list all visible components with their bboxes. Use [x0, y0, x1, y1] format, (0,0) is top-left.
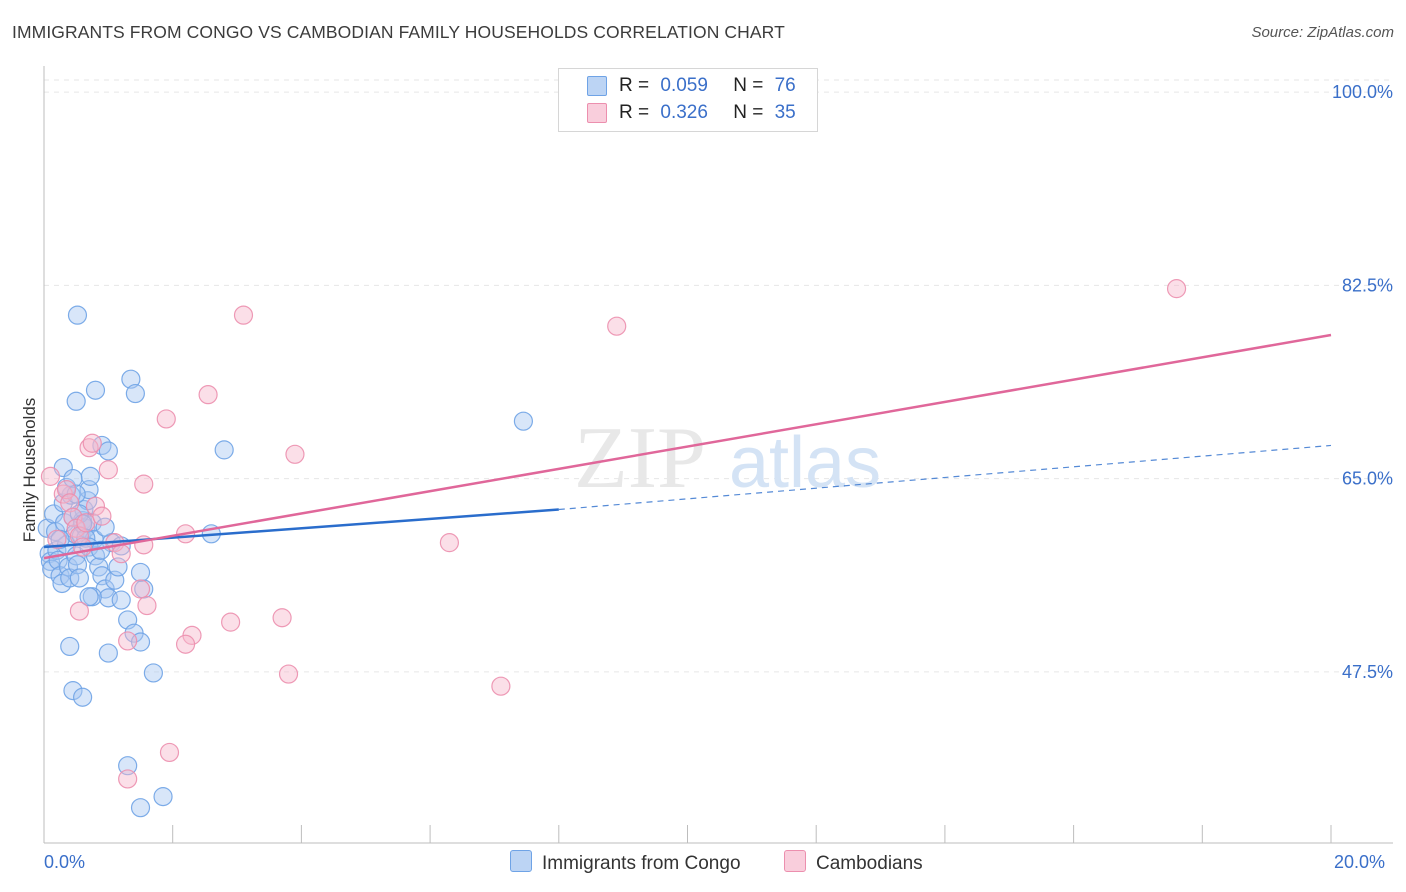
- data-point: [40, 466, 61, 486]
- data-point: [111, 544, 131, 564]
- data-point: [130, 579, 151, 599]
- bottom-legend-congo: Immigrants from Congo: [510, 850, 741, 875]
- data-point: [92, 506, 112, 526]
- legend-swatch-congo: [587, 76, 607, 96]
- data-point: [47, 529, 67, 549]
- axes: [43, 66, 1393, 844]
- data-point: [69, 601, 89, 621]
- bottom-legend-cambodians: Cambodians: [784, 850, 923, 875]
- data-point: [66, 391, 86, 411]
- bottom-legend-label-cambodians: Cambodians: [816, 853, 923, 874]
- data-point: [60, 493, 80, 513]
- bottom-legend-swatch-congo: [510, 850, 532, 872]
- data-point: [513, 411, 534, 431]
- data-point: [118, 769, 138, 789]
- bottom-legend-swatch-cambodians: [784, 850, 806, 872]
- legend-n-label: N =: [733, 102, 764, 123]
- y-tick-label: 65.0%: [1342, 469, 1393, 489]
- legend-r-label: R =: [619, 75, 650, 96]
- data-point: [278, 664, 299, 684]
- legend-n-value: 76: [774, 75, 796, 96]
- data-point: [285, 444, 305, 464]
- data-point: [130, 798, 151, 818]
- data-point: [66, 518, 86, 538]
- data-point: [130, 562, 151, 583]
- data-point: [63, 468, 83, 489]
- data-point: [85, 380, 106, 400]
- data-point: [607, 316, 627, 336]
- data-point: [137, 595, 157, 616]
- data-point: [80, 466, 100, 486]
- data-point: [63, 681, 83, 701]
- series-cambodians: [40, 279, 1187, 789]
- data-point: [60, 636, 80, 657]
- data-point: [69, 568, 89, 588]
- data-point: [111, 590, 131, 610]
- tick-labels: 100.0% 82.5% 65.0% 47.5%: [1332, 82, 1393, 682]
- x-tick-max: 20.0%: [1334, 852, 1386, 872]
- legend-swatch-cambodians: [587, 103, 607, 123]
- data-point: [121, 369, 141, 389]
- stats-legend: R = 0.059 N = 76 R = 0.326 N = 35: [558, 68, 818, 132]
- data-series: [37, 279, 1187, 818]
- trend-line-cambodians: [43, 333, 1332, 560]
- legend-n-value: 35: [774, 102, 796, 123]
- source-label: Source: ZipAtlas.com: [1251, 24, 1394, 41]
- x-tick-min: 0.0%: [44, 852, 86, 872]
- data-point: [79, 587, 99, 607]
- data-point: [95, 517, 115, 537]
- trend-extension-congo: [558, 444, 1332, 511]
- data-point: [82, 433, 102, 453]
- trend-lines: [43, 333, 1332, 560]
- data-point: [98, 441, 118, 461]
- legend-r-value: 0.326: [660, 102, 708, 123]
- y-tick-label: 82.5%: [1342, 275, 1393, 295]
- data-point: [125, 383, 145, 404]
- data-point: [85, 496, 106, 516]
- series-congo: [37, 305, 534, 818]
- legend-r-label: R =: [619, 102, 650, 123]
- data-point: [214, 440, 234, 460]
- data-point: [118, 631, 138, 651]
- grid-lines: [44, 79, 1393, 673]
- data-point: [272, 608, 292, 628]
- data-point: [233, 305, 254, 325]
- data-point: [73, 687, 93, 707]
- data-point: [98, 643, 118, 663]
- data-point: [67, 305, 88, 325]
- chart-title: IMMIGRANTS FROM CONGO VS CAMBODIAN FAMIL…: [12, 22, 785, 42]
- bottom-legend-label-congo: Immigrants from Congo: [542, 853, 741, 874]
- legend-n-label: N =: [733, 75, 764, 96]
- data-point: [98, 460, 118, 480]
- data-point: [159, 742, 180, 763]
- data-point: [153, 787, 173, 807]
- y-tick-label: 100.0%: [1332, 82, 1393, 102]
- trend-line-congo: [43, 508, 559, 549]
- legend-r-value: 0.059: [660, 75, 708, 96]
- data-point: [439, 533, 460, 553]
- y-tick-label: 47.5%: [1342, 662, 1393, 682]
- data-point: [198, 385, 218, 405]
- data-point: [221, 612, 241, 632]
- data-point: [118, 756, 138, 776]
- data-point: [1166, 279, 1187, 299]
- data-point: [156, 409, 176, 429]
- watermark-zip: ZIP: [574, 410, 706, 507]
- data-point: [491, 676, 511, 696]
- data-point: [175, 634, 196, 654]
- data-point: [143, 663, 163, 683]
- data-point: [76, 513, 96, 533]
- data-point: [134, 474, 154, 494]
